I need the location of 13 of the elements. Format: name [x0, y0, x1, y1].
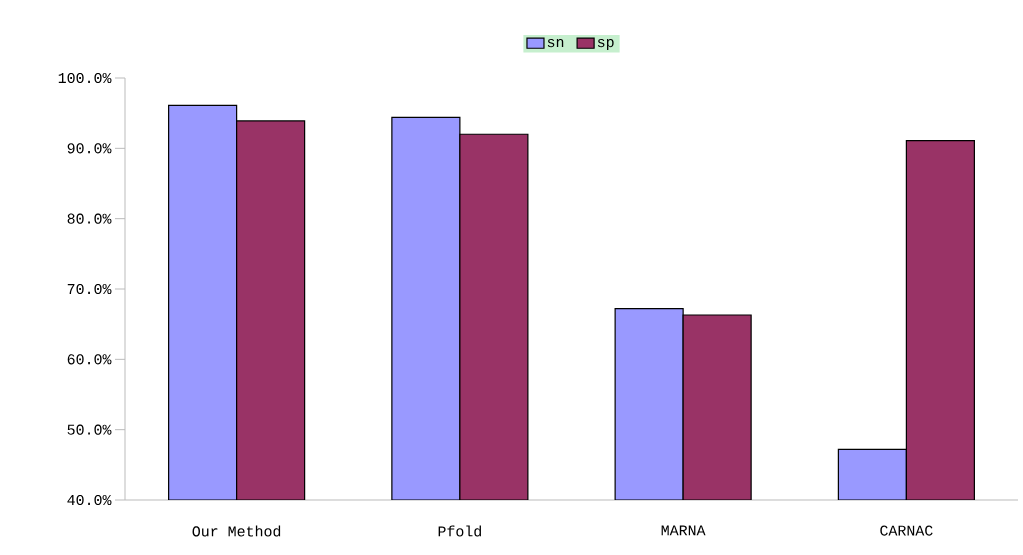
x-tick-label: Our Method [192, 525, 281, 537]
legend-label: sn [547, 38, 564, 48]
y-tick-label: 70.0% [67, 283, 112, 295]
y-tick-label: 80.0% [67, 213, 112, 224]
legend-label: sp [597, 38, 614, 51]
y-tick-label: 60.0% [67, 354, 112, 365]
x-tick-label: MARNA [661, 525, 706, 536]
y-tick-label: 100.0% [58, 72, 112, 84]
y-tick-label: 50.0% [67, 424, 112, 435]
x-tick-label: Pfold [438, 525, 481, 537]
y-tick-label: 40.0% [67, 494, 112, 506]
y-tick-label: 90.0% [67, 143, 112, 154]
x-tick-label: CARNAC [880, 525, 933, 536]
